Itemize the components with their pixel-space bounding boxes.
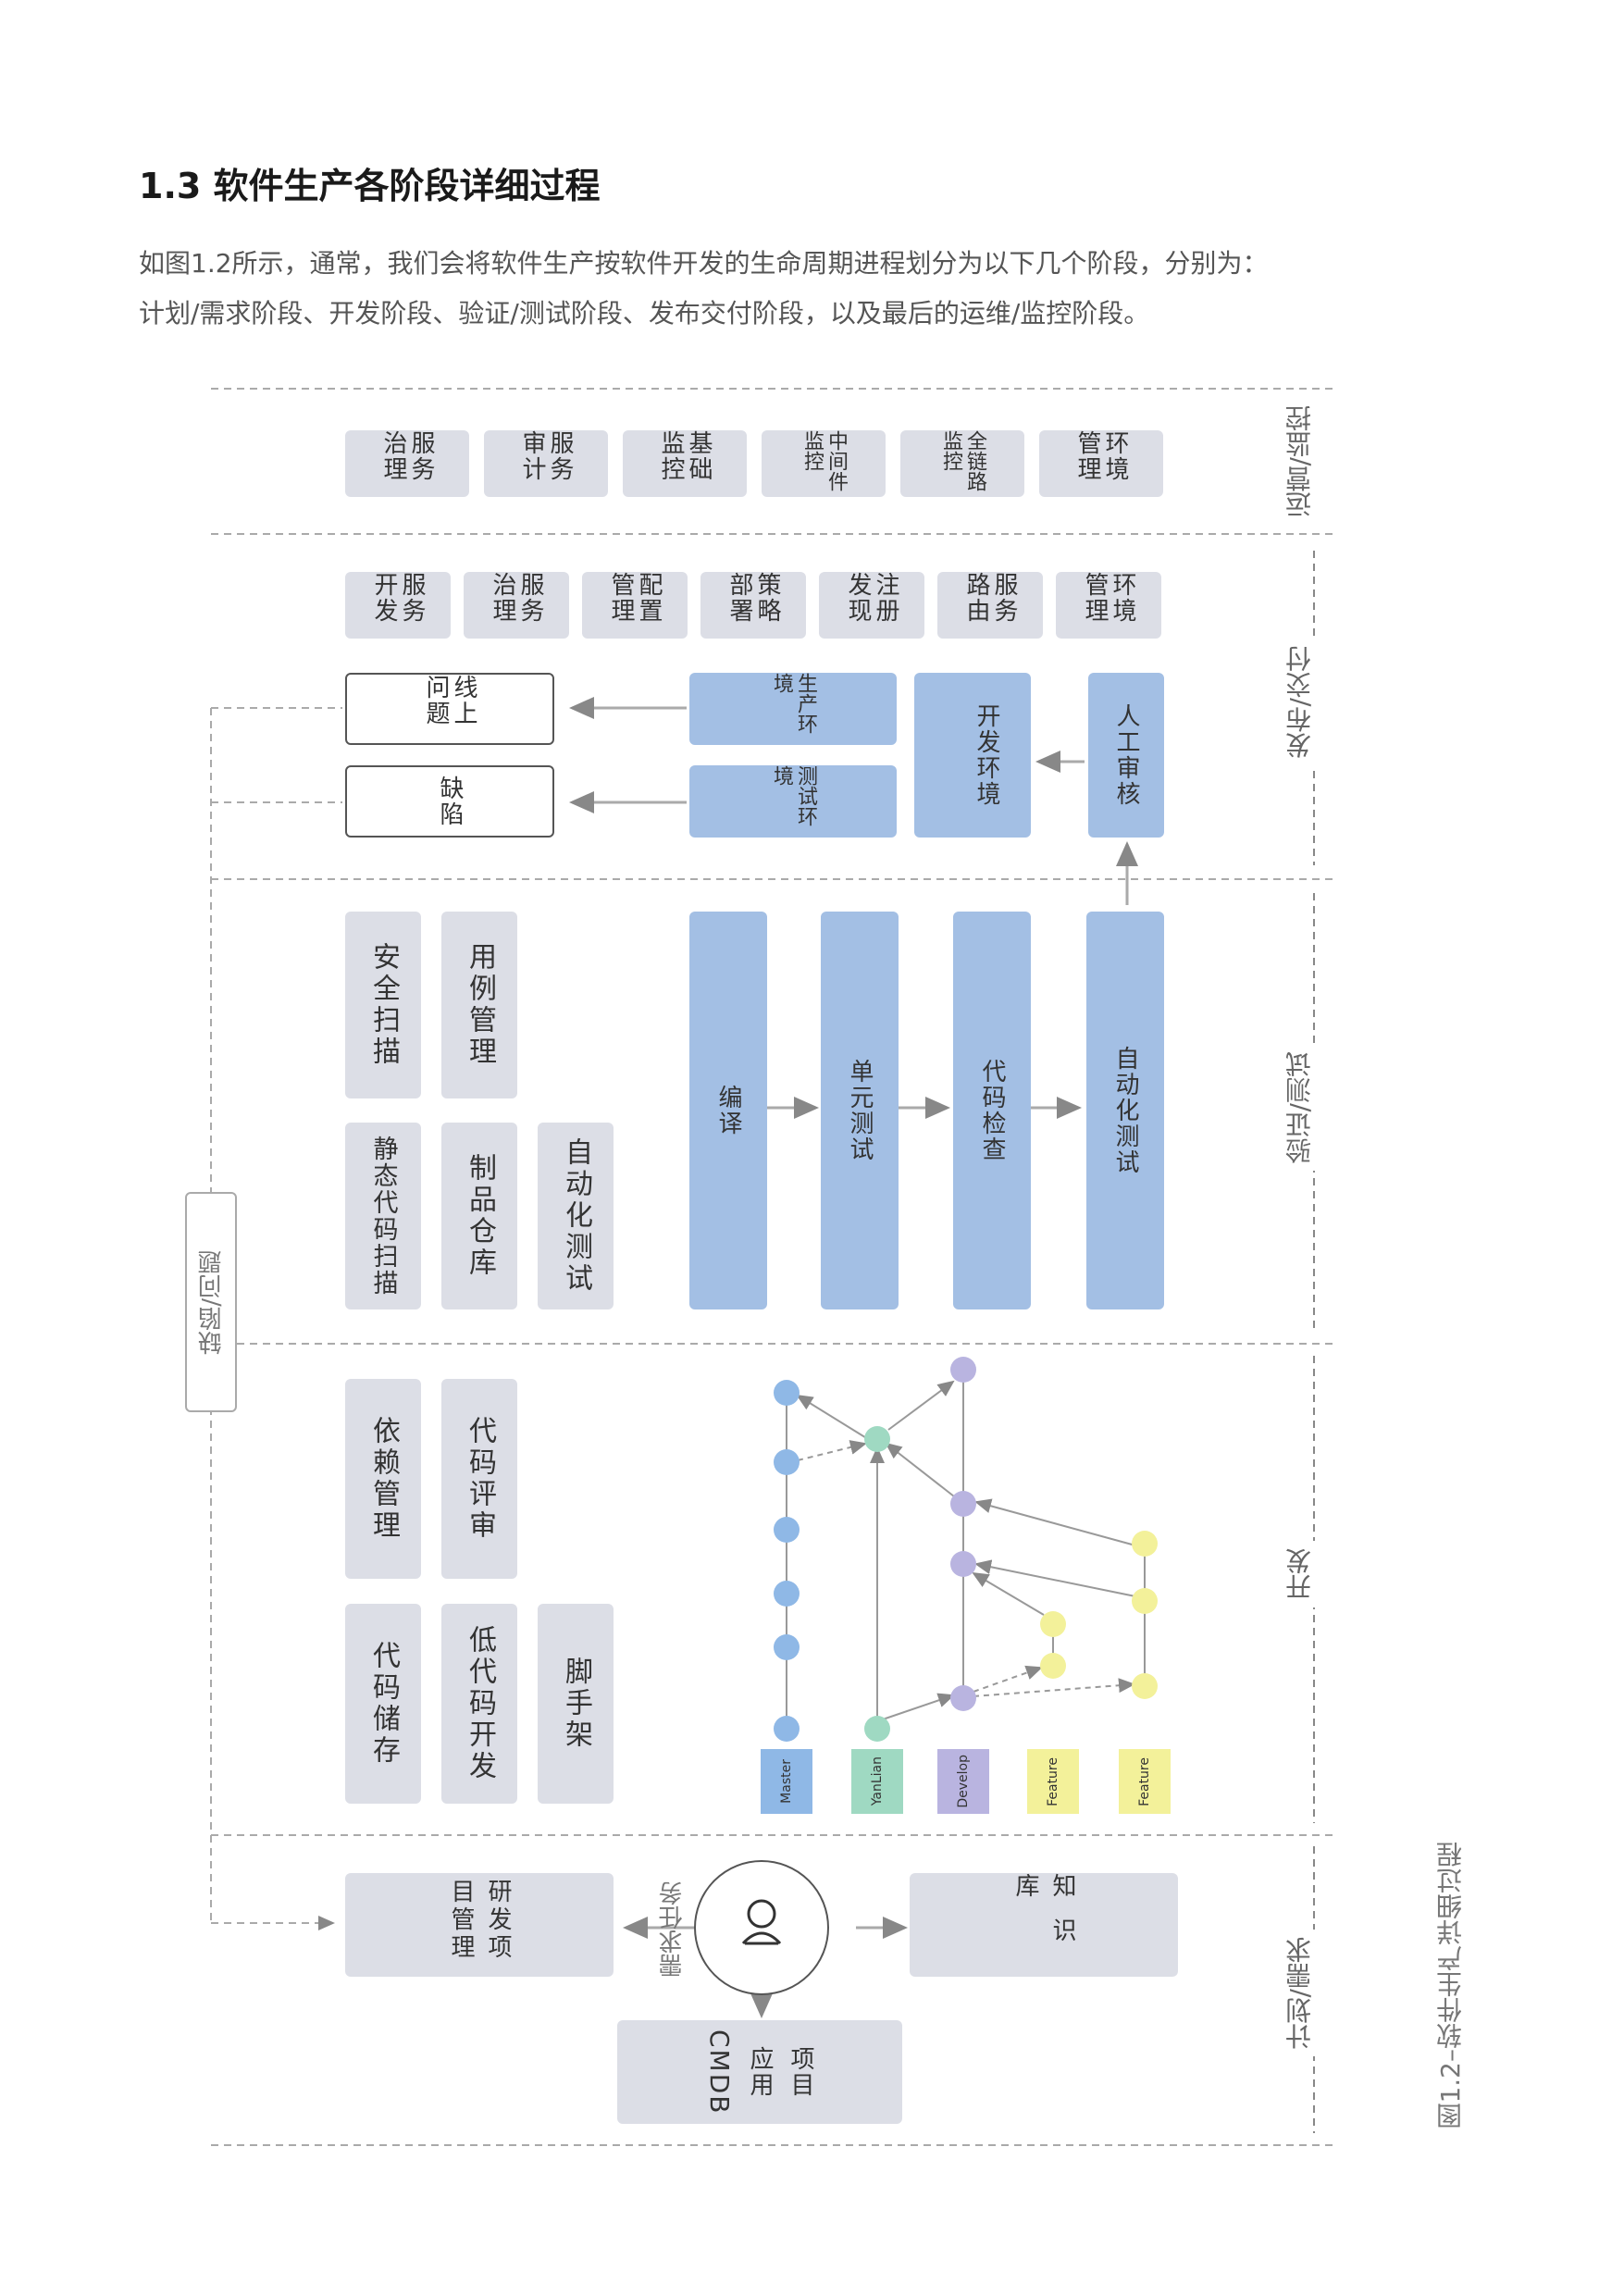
- plan-knowledge-base: 知识库: [910, 1873, 1178, 1977]
- dev-code-storage: 代码储存: [345, 1604, 421, 1804]
- plan-rd-project-management: 研发项目管理: [345, 1873, 614, 1977]
- dev-dependency-management: 依赖管理: [345, 1379, 421, 1579]
- branch-label-yanlian: YanLian: [851, 1749, 903, 1814]
- online-issue-box: 线上问题: [345, 673, 554, 745]
- stage-dev: 开发: [1282, 1541, 1319, 1607]
- ops-full-link-monitoring: 全链路监控: [900, 430, 1024, 497]
- test-env-box: 测试环境: [689, 765, 897, 838]
- stage-plan: 计划/需求: [1282, 1930, 1319, 2057]
- branch-label-feature-1: Feature: [1027, 1749, 1079, 1814]
- ops-env-management: 环境管理: [1039, 430, 1163, 497]
- branch-label-feature-2: Feature: [1119, 1749, 1171, 1814]
- release-service-dev: 服务开发: [345, 572, 451, 639]
- verify-testcase-management: 用例管理: [441, 912, 517, 1098]
- release-registry-discovery: 注册发现: [819, 572, 924, 639]
- defect-box: 缺陷: [345, 765, 554, 838]
- intro-line-1: 如图1.2所示，通常，我们会将软件生产按软件开发的生命周期进程划分为以下几个阶段…: [139, 248, 1269, 279]
- figure-caption: 图1.2–软件生产详细过程: [1435, 1842, 1466, 2129]
- pipeline-unit-test: 单元测试: [821, 912, 899, 1309]
- prod-env-box: 生产环境: [689, 673, 897, 745]
- pipeline-code-check: 代码检查: [953, 912, 1031, 1309]
- section-title: 1.3 软件生产各阶段详细过程: [139, 166, 601, 206]
- user-icon: [741, 1899, 782, 1945]
- intro-line-2: 计划/需求阶段、开发阶段、验证/测试阶段、发布交付阶段，以及最后的运维/监控阶段…: [139, 298, 1150, 329]
- ops-basic-monitoring: 基础监控: [623, 430, 747, 497]
- stage-ops: 运营/监控: [1282, 398, 1319, 526]
- stage-verify: 验证/测试: [1282, 1044, 1319, 1172]
- intro-paragraph: 如图1.2所示，通常，我们会将软件生产按软件开发的生命周期进程划分为以下几个阶段…: [139, 239, 1508, 339]
- release-service-governance: 服务治理: [464, 572, 569, 639]
- plan-cmdb: 项目 应用 CMDB: [617, 2020, 902, 2124]
- git-commits: [774, 1357, 1158, 1742]
- demand-task-label: 需求任务: [659, 1881, 687, 1978]
- branch-label-master: Master: [761, 1749, 812, 1814]
- dev-scaffold: 脚手架: [538, 1604, 614, 1804]
- dev-env-box: 开发环境: [914, 673, 1031, 838]
- feedback-label-box: 缺陷/问题: [185, 1192, 237, 1412]
- ops-service-governance: 服务治理: [345, 430, 469, 497]
- release-env-management: 环境管理: [1056, 572, 1161, 639]
- branch-label-develop: Develop: [937, 1749, 989, 1814]
- ops-service-audit: 服务审计: [484, 430, 608, 497]
- release-config-management: 配置管理: [582, 572, 688, 639]
- manual-review-box: 人工审核: [1088, 673, 1164, 838]
- verify-static-code-scan: 静态代码扫描: [345, 1123, 421, 1309]
- dev-code-review: 代码评审: [441, 1379, 517, 1579]
- release-strategy-deploy: 策略部署: [700, 572, 806, 639]
- verify-automation-test: 自动化测试: [538, 1123, 614, 1309]
- pipeline-automation-test: 自动化测试: [1086, 912, 1164, 1309]
- ops-middleware-monitoring: 中间件监控: [762, 430, 886, 497]
- dev-lowcode: 低代码开发: [441, 1604, 517, 1804]
- stage-release: 发布/交付: [1282, 639, 1319, 766]
- release-service-routing: 服务路由: [937, 572, 1043, 639]
- pipeline-compile: 编译: [689, 912, 767, 1309]
- verify-security-scan: 安全扫描: [345, 912, 421, 1098]
- verify-artifact-repo: 制品仓库: [441, 1123, 517, 1309]
